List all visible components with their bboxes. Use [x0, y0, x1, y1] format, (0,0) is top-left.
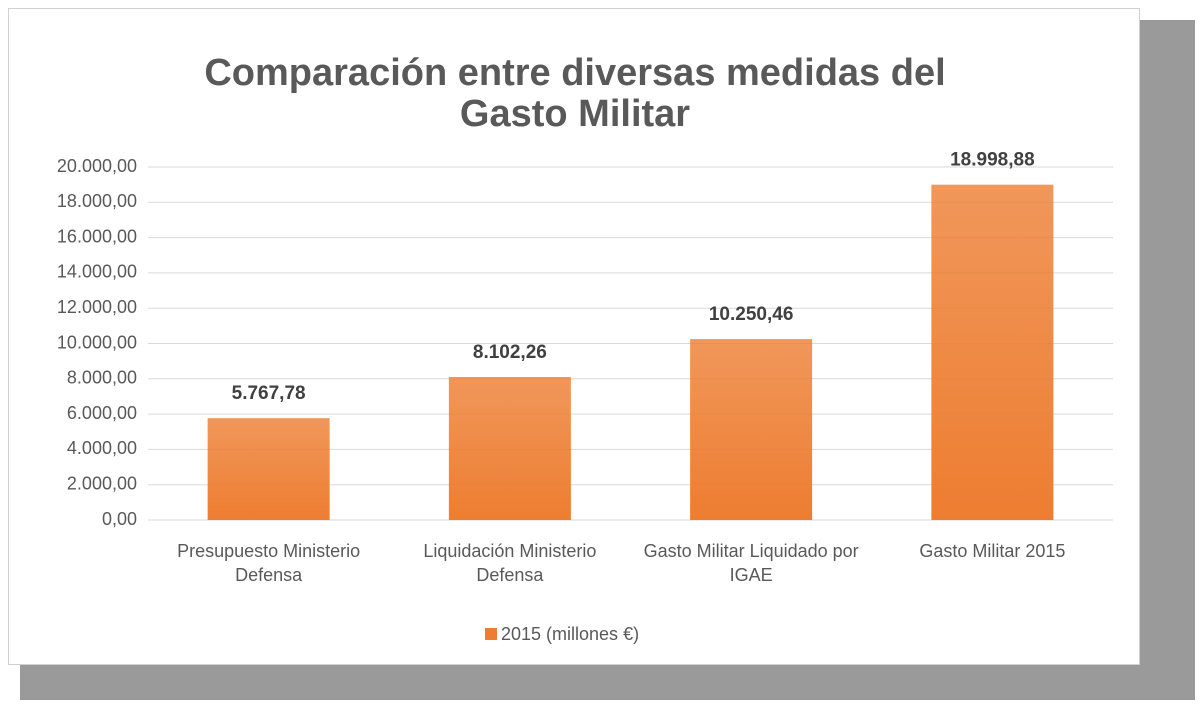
y-tick-label: 10.000,00: [57, 332, 137, 352]
y-tick-label: 2.000,00: [67, 473, 137, 493]
bar: [448, 376, 571, 520]
data-label: 10.250,46: [709, 304, 794, 325]
bar: [931, 184, 1054, 520]
bar: [690, 339, 813, 520]
x-tick-label: Liquidación Ministerio Defensa: [423, 541, 597, 585]
chart-title: Comparación entre diversas medidas del: [204, 52, 945, 94]
data-label: 5.767,78: [232, 383, 306, 404]
y-tick-label: 14.000,00: [57, 262, 137, 282]
x-tick-label: Gasto Militar 2015: [919, 541, 1066, 561]
bar: [207, 418, 330, 520]
legend-label: 2015 (millones €): [501, 624, 639, 644]
y-tick-label: 8.000,00: [67, 368, 137, 388]
x-tick-label: Presupuesto Ministerio Defensa: [177, 541, 361, 585]
data-label: 18.998,88: [950, 150, 1035, 171]
y-tick-label: 12.000,00: [57, 297, 137, 317]
legend-swatch: [485, 628, 497, 640]
y-tick-label: 18.000,00: [57, 191, 137, 211]
y-tick-label: 4.000,00: [67, 438, 137, 458]
chart-title: Gasto Militar: [460, 93, 690, 135]
y-tick-label: 20.000,00: [57, 156, 137, 176]
x-tick-label: Gasto Militar Liquidado por IGAE: [643, 541, 859, 585]
y-tick-label: 16.000,00: [57, 226, 137, 246]
y-tick-label: 0,00: [102, 509, 137, 529]
data-label: 8.102,26: [473, 342, 547, 363]
y-tick-label: 6.000,00: [67, 403, 137, 423]
